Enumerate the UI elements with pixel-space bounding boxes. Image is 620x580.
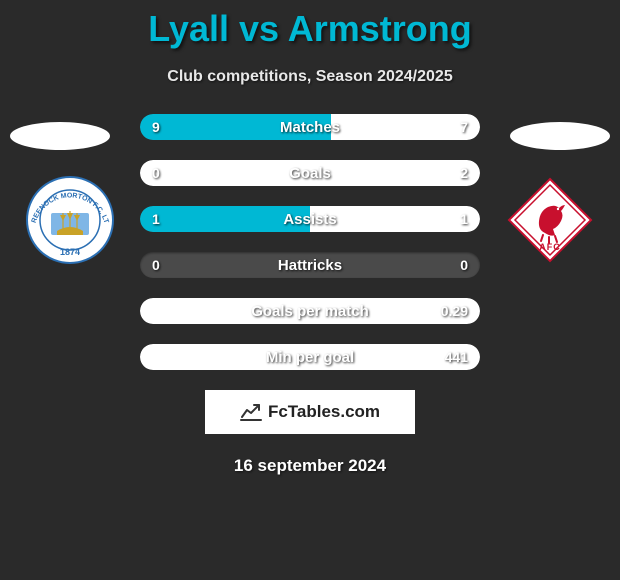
stat-row: Hattricks0 0 (140, 252, 480, 278)
svg-text:1874: 1874 (60, 247, 80, 257)
page-title: Lyall vs Armstrong (0, 0, 620, 50)
date-text: 16 september 2024 (0, 456, 620, 476)
stat-row: Goals per match0.29 (140, 298, 480, 324)
stat-value-left: 1 (152, 206, 160, 232)
airdrieonians-badge-icon: AFC (505, 175, 595, 265)
fctables-attribution: FcTables.com (205, 390, 415, 434)
stat-value-right: 0.29 (441, 298, 468, 324)
left-player-placeholder (10, 122, 110, 150)
chart-icon (240, 403, 262, 421)
stat-label: Min per goal (140, 344, 480, 370)
stat-row: Goals0 2 (140, 160, 480, 186)
stat-value-left: 9 (152, 114, 160, 140)
stat-label: Goals per match (140, 298, 480, 324)
stat-row: Matches9 7 (140, 114, 480, 140)
stats-container: Matches97Goals02Assists11Hattricks00Goal… (140, 114, 480, 370)
stat-value-left: 0 (152, 160, 160, 186)
stat-row: Assists1 1 (140, 206, 480, 232)
stat-value-left: 0 (152, 252, 160, 278)
stat-value-right: 441 (445, 344, 468, 370)
stat-value-right: 2 (460, 160, 468, 186)
stat-value-right: 7 (460, 114, 468, 140)
subtitle: Club competitions, Season 2024/2025 (0, 68, 620, 86)
stat-row: Min per goal441 (140, 344, 480, 370)
svg-text:AFC: AFC (539, 242, 561, 252)
right-club-badge: AFC (500, 178, 600, 262)
fctables-text: FcTables.com (268, 402, 380, 422)
stat-label: Hattricks (140, 252, 480, 278)
stat-value-right: 0 (460, 252, 468, 278)
stat-value-right: 1 (460, 206, 468, 232)
right-player-placeholder (510, 122, 610, 150)
morton-badge-icon: GREENOCK MORTON F.C. LTD 1874 (25, 175, 115, 265)
stat-label: Matches (140, 114, 480, 140)
left-club-badge: GREENOCK MORTON F.C. LTD 1874 (20, 178, 120, 262)
stat-label: Assists (140, 206, 480, 232)
stat-label: Goals (140, 160, 480, 186)
